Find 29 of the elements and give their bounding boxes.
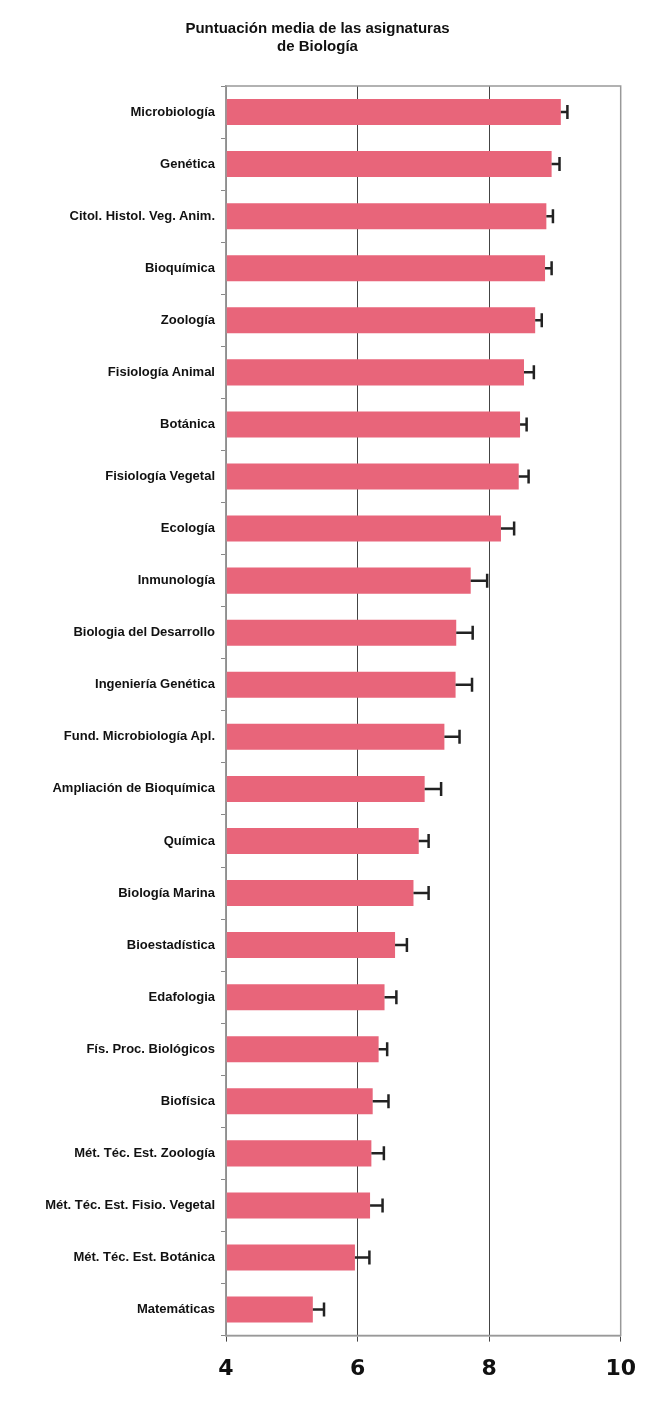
x-tick-label: 8 [481,1354,497,1380]
chart-title: Puntuación media de las asignaturas de Biología [185,19,450,55]
y-tick-label: Fisiología Animal [107,363,215,379]
y-tick-label: Biología Marina [118,884,216,900]
y-tick-label: Fís. Proc. Biológicos [86,1040,215,1056]
y-tick-label: Genética [160,155,216,171]
y-tick-label: Edafologia [148,988,216,1004]
y-tick-label: Ampliación de Bioquímica [52,780,216,796]
y-tick-label: Fisiología Vegetal [105,468,215,484]
y-tick-label: Citol. Histol. Veg. Anim. [69,207,215,223]
y-tick-label: Microbiología [130,103,216,119]
y-tick-label: Mét. Téc. Est. Zoología [74,1144,216,1160]
y-tick-label: Bioquímica [144,259,216,275]
y-tick-label: Biologia del Desarrollo [73,624,216,640]
y-tick-label: Ingeniería Genética [95,676,216,692]
y-tick-label: Fund. Microbiología Apl. [63,728,215,744]
y-tick-label: Química [163,832,216,848]
y-tick-label: Bioestadística [126,936,216,952]
y-tick-label: Botánica [160,416,216,432]
y-tick-label: Zoología [160,311,216,327]
x-tick-label: 10 [605,1354,636,1380]
x-tick-label: 6 [349,1354,366,1380]
x-tick-label: 4 [218,1354,234,1380]
y-tick-label: Mét. Téc. Est. Fisio. Vegetal [45,1197,215,1213]
y-tick-label: Mét. Téc. Est. Botánica [73,1249,216,1265]
y-tick-label: Matemáticas [136,1301,215,1317]
y-tick-label: Inmunología [137,572,216,588]
y-tick-label: Biofísica [160,1092,216,1108]
y-tick-label: Ecología [160,520,216,536]
